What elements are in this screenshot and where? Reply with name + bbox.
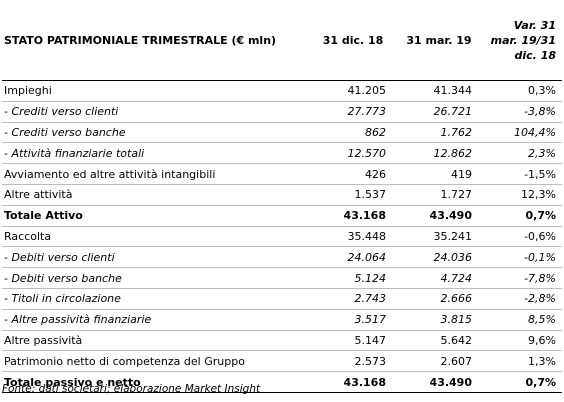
row-variation: 0,7%: [482, 205, 562, 227]
row-variation: -7,8%: [482, 267, 562, 289]
row-variation: -2,8%: [482, 288, 562, 310]
table-row: - Altre passività finanziarie 3.517 3.815 8…: [2, 309, 562, 331]
table-header: STATO PATRIMONIALE TRIMESTRALE (€ mln) 3…: [2, 0, 562, 81]
row-value-dec18: 41.205: [310, 80, 396, 102]
row-value-mar19: 43.490: [396, 371, 482, 393]
row-label: Avviamento ed altre attività intangibili: [2, 163, 310, 185]
table-row: Totale passivo e netto 43.168 43.490 0,7%: [2, 371, 562, 393]
table-row: - Debiti verso banche 5.124 4.724 -7,8%: [2, 267, 562, 289]
header-variation-line: Var. 31: [513, 18, 556, 32]
row-value-mar19: 41.344: [396, 80, 482, 102]
row-value-dec18: 43.168: [310, 205, 396, 227]
row-value-dec18: 3.517: [310, 309, 396, 331]
row-variation: 2,3%: [482, 142, 562, 165]
row-label: Altre passività: [2, 330, 310, 352]
row-value-mar19: 4.724: [396, 267, 482, 289]
row-label: - Titoli in circolazione: [2, 288, 310, 310]
row-label: Totale Attivo: [2, 205, 310, 227]
table-body: Impieghi 41.205 41.344 0,3% - Crediti verso …: [2, 80, 562, 393]
row-value-mar19: 3.815: [396, 309, 482, 331]
table-row: - Crediti verso banche 862 1.762 104,4%: [2, 122, 562, 144]
row-value-dec18: 35.448: [310, 226, 396, 248]
row-label: - Attività finanziarie totali: [2, 142, 310, 165]
row-label: - Debiti verso banche: [2, 267, 310, 289]
header-col-mar19: 31 mar. 19: [406, 33, 472, 47]
row-value-dec18: 5.124: [310, 267, 396, 289]
row-value-dec18: 862: [310, 122, 396, 144]
table-row: Avviamento ed altre attività intangibili…: [2, 163, 562, 185]
source-note: Fonte: dati societari; elaborazione Mark…: [2, 383, 261, 395]
row-label: Altre attività: [2, 184, 310, 206]
row-value-dec18: 1.537: [310, 184, 396, 206]
row-value-mar19: 43.490: [396, 205, 482, 227]
row-value-mar19: 24.036: [396, 246, 482, 269]
row-value-dec18: 43.168: [310, 371, 396, 393]
table-row: - Debiti verso clienti 24.064 24.036 -0,1%: [2, 246, 562, 269]
row-value-mar19: 419: [396, 163, 482, 185]
row-variation: -1,5%: [482, 163, 562, 185]
row-value-dec18: 27.773: [310, 101, 396, 123]
table-row: Patrimonio netto di competenza del Grupp…: [2, 350, 562, 373]
row-variation: 8,5%: [482, 309, 562, 331]
row-variation: 12,3%: [482, 184, 562, 206]
table-row: Impieghi 41.205 41.344 0,3%: [2, 80, 562, 102]
row-variation: -3,8%: [482, 101, 562, 123]
row-variation: -0,1%: [482, 246, 562, 269]
row-value-mar19: 35.241: [396, 226, 482, 248]
row-label: - Crediti verso banche: [2, 122, 310, 144]
row-variation: 104,4%: [482, 122, 562, 144]
table-row: Totale Attivo 43.168 43.490 0,7%: [2, 205, 562, 227]
table-row: Altre passività 5.147 5.642 9,6%: [2, 330, 562, 352]
row-value-mar19: 12.862: [396, 142, 482, 165]
row-label: - Debiti verso clienti: [2, 246, 310, 269]
header-variation-line: mar. 19/31: [490, 33, 556, 47]
row-value-mar19: 1.727: [396, 184, 482, 206]
row-label: Raccolta: [2, 226, 310, 248]
row-value-mar19: 2.666: [396, 288, 482, 310]
row-value-mar19: 1.762: [396, 122, 482, 144]
balance-sheet-table: STATO PATRIMONIALE TRIMESTRALE (€ mln) 3…: [2, 0, 562, 393]
row-variation: 0,7%: [482, 371, 562, 393]
row-value-mar19: 2.607: [396, 350, 482, 373]
row-value-mar19: 26.721: [396, 101, 482, 123]
row-label: - Crediti verso clienti: [2, 101, 310, 123]
row-label: Impieghi: [2, 80, 310, 102]
header-variation-line: dic. 18: [514, 48, 556, 62]
row-label: Patrimonio netto di competenza del Grupp…: [2, 350, 310, 373]
row-label: Totale passivo e netto: [2, 371, 310, 393]
table-row: - Titoli in circolazione 2.743 2.666 -2,8%: [2, 288, 562, 310]
table-row: - Crediti verso clienti 27.773 26.721 -3,8%: [2, 101, 562, 123]
header-row: STATO PATRIMONIALE TRIMESTRALE (€ mln) 3…: [2, 0, 562, 81]
table-row: Raccolta 35.448 35.241 -0,6%: [2, 226, 562, 248]
row-value-dec18: 2.573: [310, 350, 396, 373]
header-col-dec18: 31 dic. 18: [322, 33, 384, 47]
header-col-variation: Var. 31 mar. 19/31 dic. 18: [482, 0, 562, 81]
row-variation: 0,3%: [482, 80, 562, 102]
header-label: STATO PATRIMONIALE TRIMESTRALE (€ mln): [4, 33, 277, 47]
row-value-dec18: 5.147: [310, 330, 396, 352]
row-value-dec18: 426: [310, 163, 396, 185]
row-value-dec18: 2.743: [310, 288, 396, 310]
row-variation: -0,6%: [482, 226, 562, 248]
row-value-dec18: 24.064: [310, 246, 396, 269]
table-row: Altre attività 1.537 1.727 12,3%: [2, 184, 562, 206]
row-variation: 1,3%: [482, 350, 562, 373]
row-label: - Altre passività finanziarie: [2, 309, 310, 331]
table-row: - Attività finanziarie totali 12.570 12.86…: [2, 142, 562, 165]
row-value-mar19: 5.642: [396, 330, 482, 352]
row-value-dec18: 12.570: [310, 142, 396, 165]
row-variation: 9,6%: [482, 330, 562, 352]
